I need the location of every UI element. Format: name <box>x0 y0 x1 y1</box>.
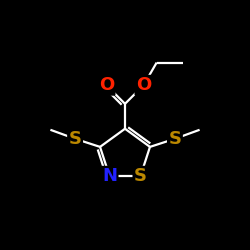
Text: S: S <box>68 130 82 148</box>
Text: N: N <box>102 167 117 185</box>
Text: S: S <box>168 130 181 148</box>
Text: O: O <box>136 76 151 94</box>
Text: S: S <box>134 167 147 185</box>
Text: O: O <box>99 76 114 94</box>
